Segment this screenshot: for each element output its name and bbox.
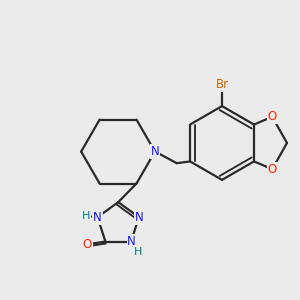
Text: H: H bbox=[82, 212, 91, 221]
Text: O: O bbox=[268, 110, 277, 123]
Text: Br: Br bbox=[215, 78, 229, 91]
Text: N: N bbox=[93, 211, 102, 224]
Text: O: O bbox=[268, 163, 277, 176]
Text: H: H bbox=[134, 247, 142, 257]
Text: N: N bbox=[128, 235, 136, 248]
Text: N: N bbox=[151, 145, 159, 158]
Text: O: O bbox=[82, 238, 92, 251]
Text: N: N bbox=[135, 211, 144, 224]
